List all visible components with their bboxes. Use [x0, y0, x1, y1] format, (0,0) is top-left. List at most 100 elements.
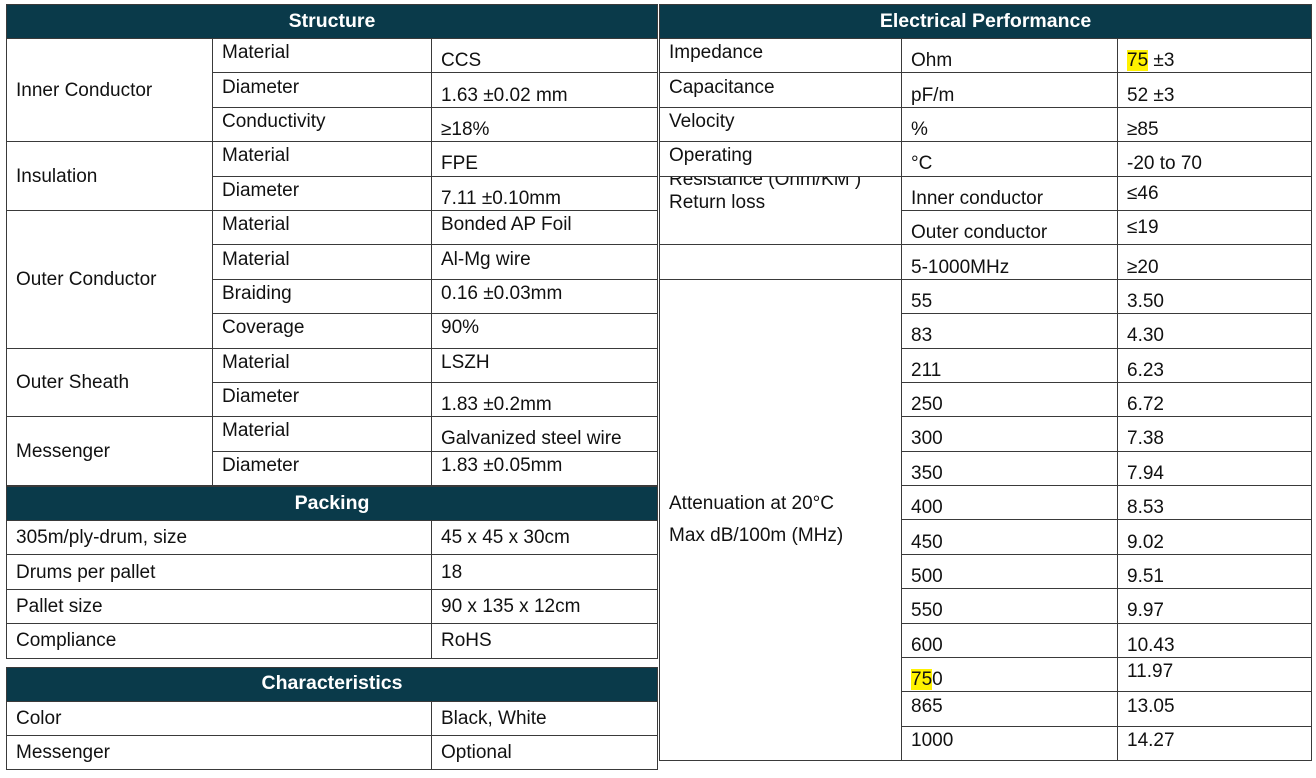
- velocity-unit: %: [901, 106, 1118, 143]
- impedance-unit: Ohm: [901, 37, 1118, 74]
- packing-value: 45 x 45 x 30cm: [430, 520, 659, 556]
- property-value: Galvanized steel wire: [430, 416, 659, 452]
- attenuation-value: 11.97: [1116, 657, 1313, 693]
- capacitance-value: 52 ±3: [1116, 72, 1313, 108]
- property-value: LSZH: [430, 347, 659, 383]
- left-panel: Structure Inner Conductor Material CCS D…: [5, 4, 659, 774]
- attenuation-label-text: Attenuation at 20°C: [669, 493, 834, 515]
- resistance-label-text: Resistance (Ohm/KM ): [669, 176, 862, 190]
- table-row: 83 4.30: [660, 313, 1313, 349]
- attenuation-value: 8.53: [1116, 485, 1313, 521]
- characteristics-header: Characteristics: [5, 666, 659, 702]
- table-row: Impedance Ohm 75 ±3: [659, 37, 1313, 74]
- table-row: 211 6.23: [660, 347, 1313, 383]
- table-row: 250 6.72: [660, 381, 1313, 418]
- property-label: Material: [212, 209, 432, 246]
- characteristics-value: Black, White: [430, 700, 659, 737]
- property-label: Coverage: [212, 313, 432, 349]
- table-row: Outer Conductor Material Bonded AP Foil: [6, 209, 659, 349]
- packing-label: 305m/ply-drum, size: [6, 520, 432, 556]
- frequency: 600: [901, 622, 1118, 659]
- attenuation-value: 9.02: [1116, 519, 1313, 555]
- table-row: Insulation Material FPE: [6, 141, 659, 211]
- property-value: ≥18%: [430, 106, 659, 143]
- table-row: Attenuation at 20°C Max dB/100m (MHz) 55…: [659, 278, 1313, 762]
- electrical-header: Electrical Performance: [658, 4, 1313, 39]
- highlighted-text: 75: [911, 669, 933, 691]
- table-row: 350 7.94: [660, 450, 1313, 487]
- table-row: Diameter 1.63 ±0.02 mm: [7, 72, 659, 108]
- table-row: Coverage 90%: [7, 313, 659, 349]
- property-label: Braiding: [212, 278, 432, 315]
- frequency-rest: 0: [932, 669, 943, 691]
- frequency: 250: [901, 381, 1118, 418]
- table-row: Drums per pallet 18: [6, 554, 659, 590]
- property-value: CCS: [430, 37, 659, 74]
- table-row: 500 9.51: [660, 553, 1313, 590]
- property-value: Al-Mg wire: [430, 244, 659, 280]
- frequency: 1000: [901, 725, 1118, 762]
- table-row: Color Black, White: [6, 700, 659, 737]
- characteristics-table: Characteristics Color Black, White Messe…: [5, 666, 659, 771]
- characteristics-label: Color: [6, 700, 432, 737]
- table-row: Diameter 1.83 ±0.2mm: [7, 381, 659, 418]
- empty-cell: [659, 244, 902, 280]
- attenuation-value: 9.97: [1116, 588, 1313, 624]
- velocity-value: ≥85: [1116, 106, 1313, 143]
- property-label: Material: [212, 416, 432, 452]
- table-row: Velocity % ≥85: [659, 106, 1313, 143]
- attenuation-value: 7.38: [1116, 416, 1313, 452]
- table-row: 450 9.02: [660, 519, 1313, 555]
- property-label: Diameter: [212, 381, 432, 418]
- property-value: 1.83 ±0.2mm: [430, 381, 659, 418]
- table-row: 750 11.97: [660, 657, 1313, 693]
- frequency: 450: [901, 519, 1118, 555]
- table-gap: [6, 659, 657, 667]
- packing-value: 18: [430, 554, 659, 590]
- table-row: Compliance RoHS: [6, 623, 659, 659]
- attenuation-value: 9.51: [1116, 553, 1313, 590]
- table-row: Resistance (Ohm/KM ) Return loss Inner c…: [659, 175, 1313, 246]
- attenuation-label: Attenuation at 20°C Max dB/100m (MHz): [659, 278, 902, 762]
- table-row: Diameter 1.83 ±0.05mm: [7, 450, 659, 487]
- frequency: 350: [901, 450, 1118, 487]
- characteristics-label: Messenger: [6, 735, 432, 771]
- attenuation-unit-text: Max dB/100m (MHz): [669, 524, 844, 546]
- property-label: Diameter: [212, 175, 432, 211]
- resistance-value: ≤19: [1116, 209, 1313, 246]
- packing-label: Pallet size: [6, 588, 432, 625]
- capacitance-unit: pF/m: [901, 72, 1118, 108]
- group-label: Insulation: [6, 141, 213, 211]
- highlighted-text: 75: [1127, 50, 1149, 72]
- attenuation-value: 10.43: [1116, 622, 1313, 659]
- resistance-unit: Inner conductor: [901, 175, 1118, 211]
- group-label: Outer Sheath: [6, 347, 213, 418]
- frequency: 211: [901, 347, 1118, 383]
- attenuation-value: 7.94: [1116, 450, 1313, 487]
- table-row: 305m/ply-drum, size 45 x 45 x 30cm: [6, 520, 659, 556]
- table-row: 5-1000MHz ≥20: [659, 244, 1313, 280]
- group-label: Inner Conductor: [6, 37, 213, 143]
- frequency: 300: [901, 416, 1118, 452]
- property-label: Material: [212, 141, 432, 177]
- table-row: Outer conductor ≤19: [660, 209, 1313, 246]
- attenuation-value: 13.05: [1116, 691, 1313, 727]
- frequency: 55: [901, 278, 1118, 315]
- operating-label: Operating: [659, 141, 902, 177]
- resistance-label: Resistance (Ohm/KM ) Return loss: [659, 175, 902, 246]
- frequency: 400: [901, 485, 1118, 521]
- property-label: Diameter: [212, 72, 432, 108]
- attenuation-value: 3.50: [1116, 278, 1313, 315]
- structure-table: Structure Inner Conductor Material CCS D…: [5, 4, 659, 487]
- packing-label: Compliance: [6, 623, 432, 659]
- property-value: 1.83 ±0.05mm: [430, 450, 659, 487]
- frequency: 83: [901, 313, 1118, 349]
- property-label: Material: [212, 37, 432, 74]
- property-label: Material: [212, 244, 432, 280]
- table-row: Inner Conductor Material CCS: [6, 37, 659, 143]
- packing-value: RoHS: [430, 623, 659, 659]
- packing-value: 90 x 135 x 12cm: [430, 588, 659, 625]
- velocity-label: Velocity: [659, 106, 902, 143]
- property-label: Material: [212, 347, 432, 383]
- frequency: 500: [901, 553, 1118, 590]
